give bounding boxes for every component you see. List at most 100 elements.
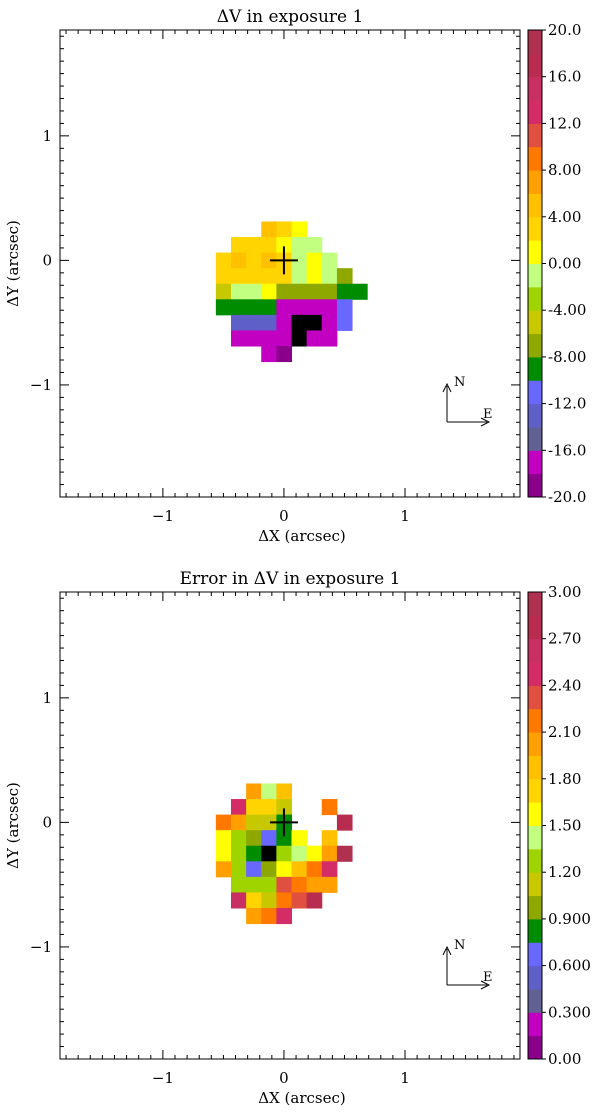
heatmap-cell (230, 268, 247, 285)
colorbar-segment (528, 473, 542, 498)
heatmap-cell (276, 861, 293, 878)
x-tick-label: 1 (400, 507, 410, 525)
colorbar-segment (528, 592, 542, 616)
x-axis-label: ΔX (arcsec) (258, 527, 345, 545)
colorbar-tick-label: 2.70 (548, 630, 581, 648)
colorbar-segment (528, 450, 542, 475)
heatmap-cell (321, 314, 338, 331)
heatmap-cell (336, 299, 353, 316)
heatmap-cell (230, 314, 247, 331)
heatmap-cell (215, 283, 232, 300)
colorbar-segment (528, 426, 542, 451)
heatmap-cell (261, 299, 277, 316)
heatmap-cell (246, 268, 262, 285)
chart-panel-2: Error in ΔV in exposure 1 −1 0 1 −1 0 1 ΔX (arc… (4, 569, 591, 1107)
colorbar-segment (528, 53, 542, 78)
colorbar-segment (528, 778, 542, 803)
heatmap-cell (276, 845, 293, 862)
colorbar-segment (528, 662, 542, 686)
heatmap-cell (306, 314, 323, 331)
colorbar-segment (528, 872, 542, 897)
colorbar-segment (528, 918, 542, 943)
x-tick-label: −1 (152, 507, 174, 525)
heatmap-cell (336, 283, 353, 300)
heatmap-cell (276, 892, 293, 909)
heatmap-cell (276, 876, 293, 893)
heatmap-cell (276, 799, 293, 816)
heatmap-cell (321, 876, 338, 893)
colorbar-tick-label: 1.50 (548, 817, 581, 835)
heatmap-cell (246, 861, 262, 878)
heatmap-cell (352, 283, 368, 300)
heatmap-cell (261, 876, 277, 893)
heatmap-cell (291, 845, 308, 862)
east-label: E (483, 970, 493, 985)
colorbar-segment (528, 76, 542, 101)
heatmap-cell (276, 346, 293, 363)
colorbar-segment (528, 240, 542, 264)
heatmap-cell (246, 908, 262, 925)
heatmap-cell (246, 799, 262, 816)
heatmap-cell (306, 283, 323, 300)
heatmap-cell (230, 814, 247, 831)
colorbar-tick-label: -16.0 (548, 441, 586, 459)
heatmap-cell (291, 861, 308, 878)
colorbar-segment (528, 100, 542, 124)
heatmap-cell (291, 252, 308, 269)
heatmap-cell (291, 314, 308, 331)
colorbar-tick-label: 0.300 (548, 1003, 591, 1021)
heatmap-cell (230, 861, 247, 878)
colorbar-tick-label: 8.00 (548, 161, 581, 179)
heatmap-cell (291, 876, 308, 893)
colorbar-tick-label: 1.80 (548, 770, 581, 788)
north-arrow-head (442, 945, 452, 956)
y-axis-label: ΔY (arcsec) (4, 782, 22, 869)
colorbar-segment (528, 263, 542, 288)
heatmap-cell (261, 221, 277, 238)
heatmap-cell (261, 908, 277, 925)
heatmap-cell (306, 876, 323, 893)
heatmap-cell (230, 330, 247, 347)
heatmap-cell (261, 799, 277, 816)
colorbar-segment (528, 615, 542, 640)
x-tick-label: 0 (279, 1069, 289, 1087)
colorbar-segment (528, 310, 542, 335)
heatmap-cell (230, 237, 247, 254)
colorbar-segment (528, 755, 542, 780)
colorbar-segment (528, 965, 542, 990)
heatmap-cell (261, 783, 277, 800)
colorbar-segment (528, 988, 542, 1013)
colorbar-tick-label: 0.900 (548, 910, 591, 928)
heatmap-cell (230, 252, 247, 269)
x-tick-label: 1 (400, 1069, 410, 1087)
heatmap-cell (306, 299, 323, 316)
colorbar-segment (528, 193, 542, 218)
colorbar-segment (528, 356, 542, 381)
heatmap-cell (321, 830, 338, 847)
heatmap-cell (321, 799, 338, 816)
heatmap-cell (276, 908, 293, 925)
heatmap-cell (261, 268, 277, 285)
heatmap-cell (261, 330, 277, 347)
colorbar-tick-label: 3.00 (548, 583, 581, 601)
heatmap-cell (261, 237, 277, 254)
colorbar-segment (528, 1012, 542, 1037)
colorbar-tick-label: 16.0 (548, 68, 581, 86)
heatmap-cell (215, 252, 232, 269)
heatmap-cell (321, 330, 338, 347)
heatmap-cell (261, 283, 277, 300)
colorbar-segment (528, 30, 542, 54)
colorbar-tick-label: 0.00 (548, 255, 581, 273)
plot-frame (59, 29, 521, 498)
heatmap-cell (321, 861, 338, 878)
heatmap-cell (230, 876, 247, 893)
colorbar-tick-label: -8.00 (548, 348, 586, 366)
heatmap-cell (306, 845, 323, 862)
heatmap-cell (306, 237, 323, 254)
colorbar-tick-label: 0.00 (548, 1050, 581, 1068)
colorbar-segment (528, 286, 542, 311)
y-tick-label: 1 (42, 689, 52, 707)
heatmap-cell (215, 830, 232, 847)
heatmap-cell (261, 252, 277, 269)
heatmap-cell (246, 845, 262, 862)
